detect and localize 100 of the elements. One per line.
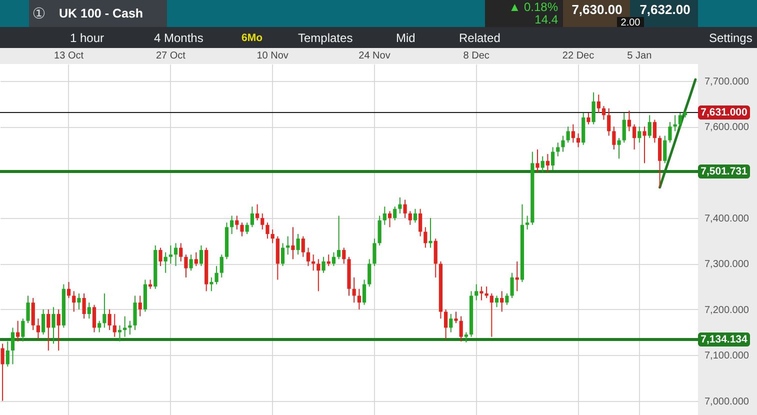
candlestick: [280, 242, 285, 267]
candlestick: [138, 295, 142, 317]
candlestick: [612, 126, 616, 150]
candlestick: [403, 199, 407, 219]
candlestick: [434, 238, 438, 278]
candlestick: [337, 215, 341, 260]
candlestick: [638, 126, 642, 144]
candlestick: [500, 290, 504, 312]
text: 6Mo: [242, 32, 262, 44]
candlestick: [617, 138, 621, 160]
text: Settings: [709, 31, 752, 45]
candlestick: [428, 218, 432, 248]
candlestick: [260, 212, 264, 230]
x-tick-label: 22 Dec: [562, 50, 594, 62]
candlestick: [526, 215, 530, 230]
candlestick: [214, 266, 218, 285]
candlestick: [550, 146, 555, 171]
candlestick: [571, 124, 575, 144]
candlestick: [444, 308, 448, 340]
candlestick: [230, 215, 234, 235]
candlestick: [540, 156, 544, 173]
candlestick: [240, 222, 244, 237]
candlestick: [592, 92, 596, 125]
candlestick: [108, 308, 112, 330]
candlestick: [36, 318, 40, 340]
candlestick: [72, 290, 76, 312]
text: 14.4: [534, 12, 558, 26]
candlestick: [368, 258, 372, 288]
candlestick: [189, 254, 193, 272]
candlestick: [6, 340, 10, 368]
candlestick: [561, 135, 565, 152]
candlestick: [296, 234, 300, 256]
candlestick: [306, 247, 310, 267]
y-tick-label: 7,300.000: [704, 259, 750, 270]
chart-title: UK 100 - Cash: [59, 6, 144, 20]
candlestick: [556, 142, 560, 157]
candlestick: [235, 215, 239, 230]
candlestick: [454, 311, 458, 324]
candlestick: [678, 112, 682, 130]
candlestick: [393, 206, 397, 221]
text: Related: [459, 31, 500, 45]
y-tick-label: 7,000.000: [704, 396, 750, 408]
candlestick: [362, 279, 366, 306]
candlestick: [220, 254, 224, 278]
text: ①: [32, 4, 46, 22]
candlestick: [31, 298, 35, 330]
candlestick: [179, 242, 183, 262]
candlestick: [652, 119, 656, 144]
candlestick: [510, 272, 514, 298]
x-tick-label: 13 Oct: [54, 50, 84, 62]
candlestick: [576, 132, 580, 148]
text: 7,632.00: [640, 2, 690, 17]
candlestick: [332, 252, 336, 267]
candlestick: [668, 122, 672, 144]
candlestick: [474, 284, 478, 301]
candlestick: [16, 320, 20, 342]
candlestick: [291, 226, 295, 260]
candlestick: [123, 316, 127, 338]
candlestick: [413, 208, 418, 224]
y-tick-label: 7,400.000: [704, 214, 750, 225]
candlestick: [398, 196, 402, 214]
candlestick: [607, 108, 611, 136]
candlestick: [622, 112, 626, 144]
text: Templates: [298, 31, 353, 45]
candlestick: [245, 222, 249, 235]
candlestick: [648, 114, 652, 139]
candlestick: [52, 306, 56, 344]
candlestick: [490, 292, 494, 338]
candlestick: [184, 254, 188, 278]
candlestick: [536, 148, 540, 173]
y-tick-label: 7,700.000: [704, 76, 750, 88]
candlestick: [133, 295, 137, 330]
text: 2.00: [620, 18, 641, 28]
candlestick: [566, 126, 570, 144]
candlestick: [642, 126, 646, 164]
x-tick-label: 8 Dec: [463, 50, 490, 62]
candlestick: [602, 106, 606, 120]
candlestick: [46, 308, 50, 352]
candlestick: [82, 292, 86, 320]
candlestick: [270, 228, 274, 244]
candlestick: [210, 276, 214, 292]
candlestick: [266, 222, 270, 240]
candlestick: [301, 236, 305, 258]
y-tick-label: 7,100.000: [704, 350, 750, 362]
candlestick: [26, 295, 30, 324]
text: 4 Months: [154, 31, 204, 45]
candlestick: [378, 215, 382, 246]
candlestick: [408, 210, 412, 226]
candlestick: [168, 244, 172, 264]
candlestick: [449, 313, 453, 333]
candlestick: [546, 154, 550, 173]
candlestick: [352, 276, 356, 304]
candlestick: [658, 135, 662, 188]
candlestick: [158, 247, 162, 267]
x-tick-label: 5 Jan: [627, 50, 652, 62]
candlestick: [21, 318, 25, 342]
candlestick: [627, 110, 632, 132]
candlestick: [77, 292, 81, 310]
candlestick: [0, 343, 4, 402]
candlestick: [505, 292, 509, 306]
